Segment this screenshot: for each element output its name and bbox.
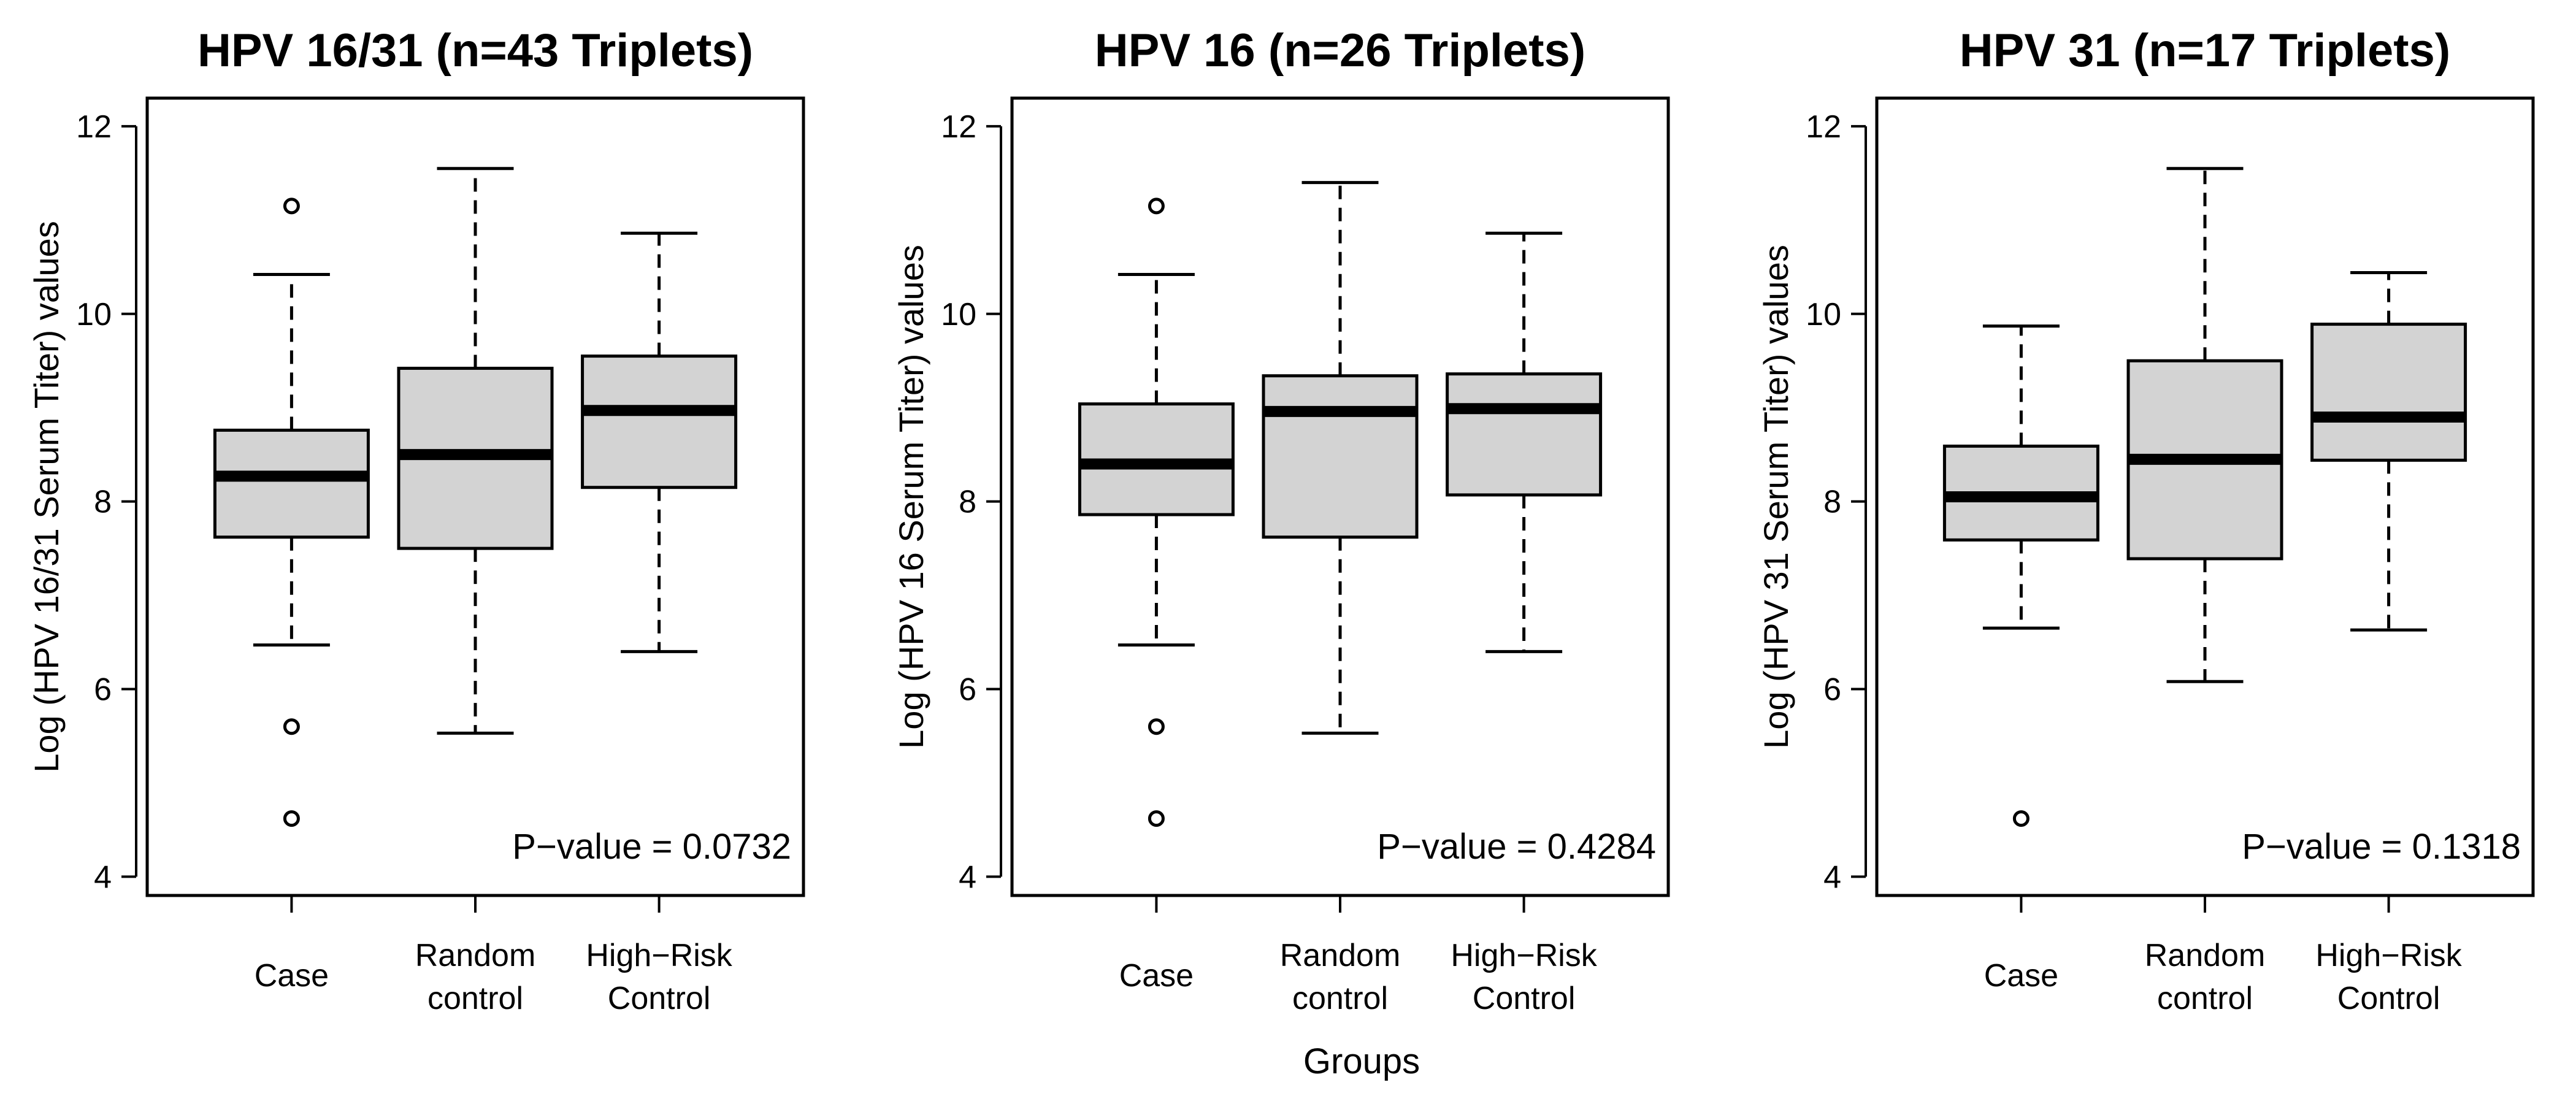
x-tick-label: Control — [608, 981, 711, 1016]
y-tick-label: 8 — [1823, 485, 1841, 520]
y-tick-label: 10 — [76, 297, 112, 332]
x-tick-label: High−Risk — [2315, 938, 2462, 973]
box-iqr — [213, 428, 370, 539]
y-tick-label: 10 — [1806, 297, 1841, 332]
box-1 — [1078, 197, 1235, 827]
p-value-label: P−value = 0.0732 — [512, 827, 791, 867]
box-1 — [213, 197, 370, 827]
y-axis-label: Log (HPV 16/31 Serum Titer) values — [27, 221, 66, 773]
x-tick-label: High−Risk — [586, 938, 732, 973]
box-iqr — [581, 355, 738, 489]
outlier-point — [283, 197, 300, 215]
y-tick-label: 10 — [941, 297, 976, 332]
y-tick-label: 12 — [1806, 109, 1841, 145]
outlier-point — [283, 810, 300, 827]
box-3 — [1446, 231, 1603, 653]
box-2 — [2126, 167, 2283, 683]
box-2 — [1262, 181, 1419, 735]
box-iqr — [2310, 323, 2467, 462]
y-tick-label: 6 — [1823, 672, 1841, 708]
x-tick-label: Case — [255, 958, 329, 994]
x-tick-label: Control — [2337, 981, 2440, 1016]
y-axis-label: Log (HPV 16 Serum Titer) values — [892, 245, 930, 749]
y-tick-label: 6 — [94, 672, 112, 708]
p-value-label: P−value = 0.1318 — [2242, 827, 2521, 867]
plot-frame — [1875, 96, 2535, 897]
x-tick-label: Case — [1984, 958, 2058, 994]
box-iqr — [1262, 374, 1419, 539]
y-tick-label: 8 — [959, 485, 976, 520]
outlier-point — [1148, 810, 1165, 827]
x-tick-label: Random — [2145, 938, 2266, 973]
x-tick-label: High−Risk — [1451, 938, 1597, 973]
panel-3: HPV 31 (n=17 Triplets) Log (HPV 31 Serum … — [1757, 25, 2535, 1016]
outlier-point — [283, 718, 300, 735]
x-axis-label: Groups — [1303, 1041, 1420, 1081]
y-tick-label: 6 — [959, 672, 976, 708]
panel-2: HPV 16 (n=26 Triplets) Log (HPV 16 Serum … — [892, 25, 1670, 1016]
x-tick-label: control — [427, 981, 523, 1016]
x-tick-label: control — [2157, 981, 2253, 1016]
x-tick-label: Random — [415, 938, 536, 973]
panel-title: HPV 31 (n=17 Triplets) — [1960, 25, 2450, 77]
y-tick-label: 12 — [941, 109, 976, 145]
y-tick-label: 4 — [1823, 859, 1841, 895]
box-2 — [397, 167, 554, 735]
panels: HPV 16/31 (n=43 Triplets) Log (HPV 16/31 … — [27, 25, 2535, 1016]
y-tick-label: 8 — [94, 485, 112, 520]
y-tick-label: 12 — [76, 109, 112, 145]
box-3 — [581, 231, 738, 653]
y-tick-label: 4 — [959, 859, 976, 895]
x-tick-label: control — [1292, 981, 1388, 1016]
y-axis-label: Log (HPV 31 Serum Titer) values — [1757, 245, 1795, 749]
outlier-point — [1148, 718, 1165, 735]
panel-1: HPV 16/31 (n=43 Triplets) Log (HPV 16/31 … — [27, 25, 805, 1016]
outlier-point — [1148, 197, 1165, 215]
x-tick-label: Case — [1119, 958, 1194, 994]
box-1 — [1942, 324, 2099, 827]
x-tick-label: Random — [1280, 938, 1401, 973]
outlier-point — [2012, 810, 2030, 827]
box-iqr — [1446, 372, 1603, 497]
x-tick-label: Control — [1473, 981, 1576, 1016]
plot-frame — [145, 96, 805, 897]
panel-title: HPV 16/31 (n=43 Triplets) — [197, 25, 753, 77]
box-3 — [2310, 270, 2467, 632]
panel-title: HPV 16 (n=26 Triplets) — [1095, 25, 1585, 77]
p-value-label: P−value = 0.4284 — [1377, 827, 1656, 867]
plot-frame — [1010, 96, 1670, 897]
y-tick-label: 4 — [94, 859, 112, 895]
